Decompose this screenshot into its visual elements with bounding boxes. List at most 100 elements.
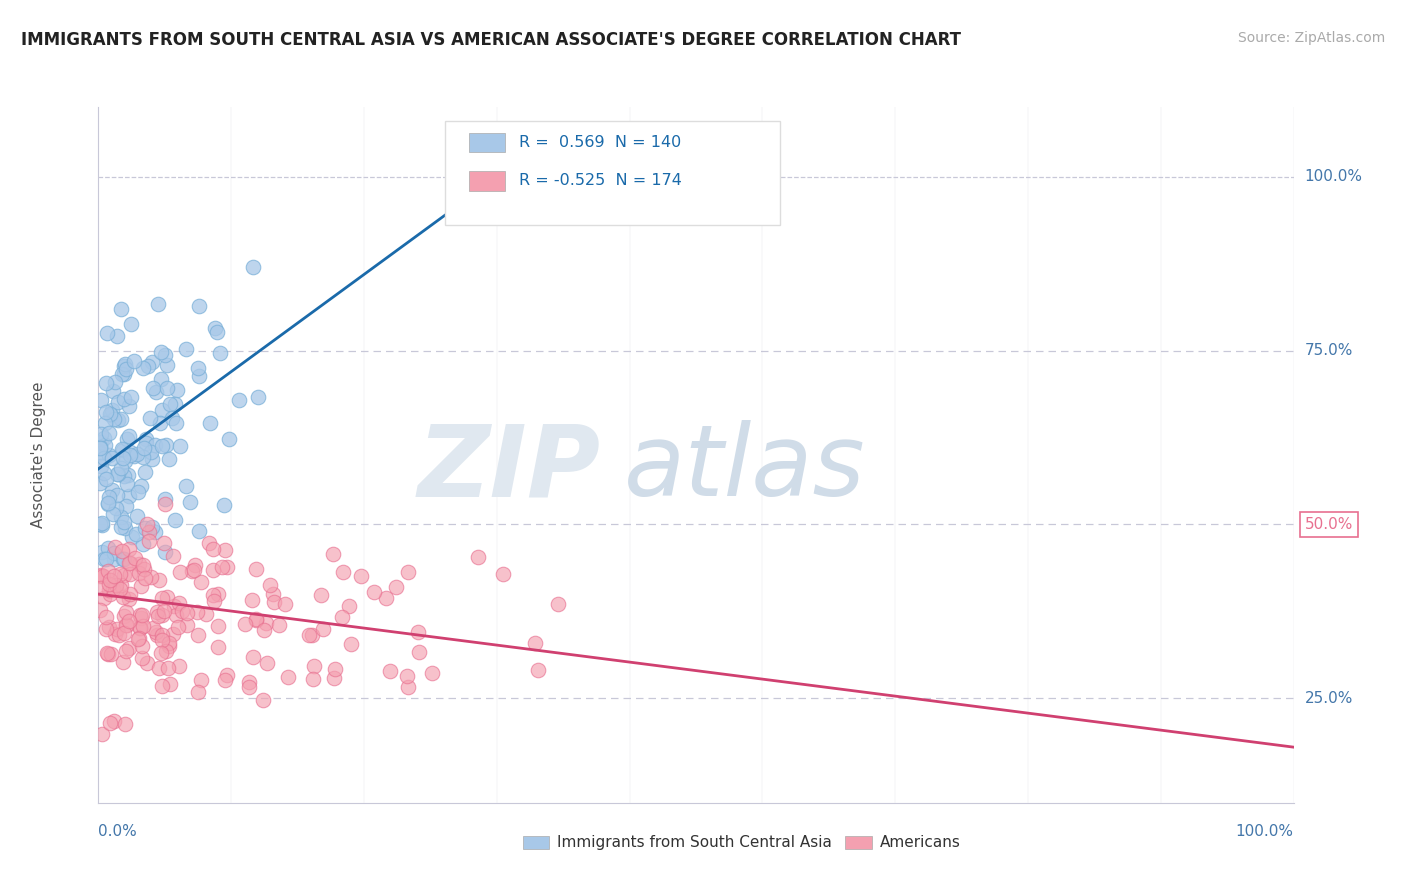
Point	[103, 411, 125, 425]
Point	[242, 260, 264, 274]
Point	[135, 432, 157, 446]
Text: Associate's Degree: Associate's Degree	[31, 382, 46, 528]
Point	[152, 679, 174, 693]
Point	[107, 395, 129, 409]
Point	[115, 618, 138, 632]
Point	[122, 450, 145, 464]
Point	[200, 416, 222, 430]
Point	[155, 644, 177, 658]
Point	[103, 546, 125, 560]
Point	[141, 445, 163, 459]
Point	[114, 515, 136, 529]
Text: Source: ZipAtlas.com: Source: ZipAtlas.com	[1237, 31, 1385, 45]
Point	[150, 632, 173, 647]
Point	[201, 588, 224, 602]
Text: IMMIGRANTS FROM SOUTH CENTRAL ASIA VS AMERICAN ASSOCIATE'S DEGREE CORRELATION CH: IMMIGRANTS FROM SOUTH CENTRAL ASIA VS AM…	[21, 31, 962, 49]
Point	[134, 442, 156, 456]
Point	[89, 517, 111, 532]
Point	[252, 623, 274, 637]
Text: 0.0%: 0.0%	[98, 823, 138, 838]
Point	[118, 429, 141, 443]
Point	[301, 628, 323, 642]
Point	[211, 560, 233, 574]
Point	[256, 656, 278, 670]
Point	[155, 437, 177, 451]
Point	[103, 507, 125, 521]
Point	[523, 635, 546, 649]
Point	[124, 550, 146, 565]
Point	[97, 565, 120, 579]
Point	[169, 565, 191, 579]
Point	[153, 536, 176, 550]
Point	[89, 569, 111, 583]
Text: 100.0%: 100.0%	[1305, 169, 1362, 184]
Point	[217, 668, 239, 682]
Point	[396, 680, 419, 694]
Point	[146, 628, 169, 642]
Point	[150, 402, 173, 417]
Point	[406, 625, 429, 640]
Point	[118, 556, 141, 570]
Point	[90, 567, 112, 582]
Point	[254, 616, 277, 631]
Point	[207, 619, 229, 633]
Point	[111, 544, 134, 558]
Point	[245, 612, 267, 626]
Point	[127, 632, 149, 647]
Point	[150, 439, 173, 453]
Point	[166, 620, 188, 634]
Point	[101, 384, 124, 399]
Point	[166, 417, 188, 431]
Point	[233, 617, 256, 632]
Point	[90, 458, 112, 473]
Point	[186, 360, 208, 375]
Point	[111, 442, 134, 457]
Point	[174, 479, 197, 493]
Point	[238, 680, 260, 694]
Point	[132, 361, 155, 376]
Point	[380, 665, 402, 679]
Point	[157, 451, 180, 466]
Point	[103, 569, 125, 583]
Point	[145, 625, 167, 640]
Point	[323, 671, 346, 685]
Point	[252, 692, 274, 706]
Point	[98, 448, 121, 462]
Point	[89, 440, 111, 454]
Point	[396, 565, 419, 579]
FancyBboxPatch shape	[470, 133, 505, 153]
Point	[190, 575, 212, 590]
Point	[547, 597, 569, 611]
Point	[131, 607, 153, 622]
Point	[228, 392, 250, 407]
FancyBboxPatch shape	[470, 171, 505, 191]
Point	[98, 620, 121, 634]
Point	[146, 605, 169, 619]
Point	[330, 609, 353, 624]
Point	[150, 628, 173, 642]
Point	[340, 636, 363, 650]
Point	[90, 426, 112, 441]
Point	[90, 434, 112, 449]
Point	[374, 591, 396, 605]
Point	[120, 448, 142, 462]
Point	[309, 588, 332, 602]
Point	[204, 321, 226, 335]
Point	[89, 603, 111, 617]
Point	[187, 299, 209, 313]
Point	[132, 562, 155, 576]
Point	[332, 565, 354, 579]
Point	[104, 582, 127, 596]
Point	[242, 649, 264, 664]
Point	[184, 558, 207, 573]
Point	[467, 549, 489, 564]
Point	[312, 622, 335, 636]
Point	[112, 359, 135, 373]
Point	[114, 454, 136, 468]
Point	[214, 673, 236, 687]
Text: 50.0%: 50.0%	[1305, 517, 1353, 532]
Point	[132, 537, 155, 551]
Point	[107, 413, 129, 427]
Point	[262, 587, 284, 601]
Point	[110, 510, 132, 524]
